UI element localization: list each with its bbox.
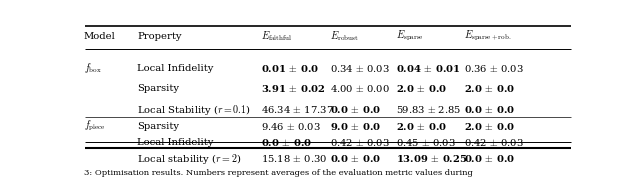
Text: $E_{\mathrm{faithful}}$: $E_{\mathrm{faithful}}$ [261,29,292,43]
Text: 0.0 $\pm$ 0.0: 0.0 $\pm$ 0.0 [465,104,515,115]
Text: 0.36 $\pm$ 0.03: 0.36 $\pm$ 0.03 [465,62,524,74]
Text: Model: Model [84,32,116,41]
Text: 3: Optimisation results. Numbers represent averages of the evaluation metric val: 3: Optimisation results. Numbers represe… [84,169,473,177]
Text: Sparsity: Sparsity [137,122,179,131]
Text: 59.83 $\pm$ 2.85: 59.83 $\pm$ 2.85 [396,104,461,115]
Text: 3.91 $\pm$ 0.02: 3.91 $\pm$ 0.02 [261,83,326,94]
Text: $f_{\mathrm{box}}$: $f_{\mathrm{box}}$ [84,61,102,75]
Text: 15.18 $\pm$ 0.30: 15.18 $\pm$ 0.30 [261,153,327,164]
Text: $E_{\mathrm{sparse+rob.}}$: $E_{\mathrm{sparse+rob.}}$ [465,29,512,43]
Text: Sparsity: Sparsity [137,84,179,93]
Text: 0.0 $\pm$ 0.0: 0.0 $\pm$ 0.0 [330,104,381,115]
Text: 0.04 $\pm$ 0.01: 0.04 $\pm$ 0.01 [396,62,461,74]
Text: $E_{\mathrm{sparse}}$: $E_{\mathrm{sparse}}$ [396,29,424,43]
Text: Property: Property [137,32,182,41]
Text: 2.0 $\pm$ 0.0: 2.0 $\pm$ 0.0 [465,121,515,132]
Text: Local Stability ($r = 0.1$): Local Stability ($r = 0.1$) [137,103,251,117]
Text: 0.0 $\pm$ 0.0: 0.0 $\pm$ 0.0 [261,137,312,148]
Text: $E_{\mathrm{robust}}$: $E_{\mathrm{robust}}$ [330,29,359,43]
Text: Local Infidelity: Local Infidelity [137,64,213,73]
Text: 0.42 $\pm$ 0.03: 0.42 $\pm$ 0.03 [465,137,524,148]
Text: Local Infidelity: Local Infidelity [137,138,213,147]
Text: 0.0 $\pm$ 0.0: 0.0 $\pm$ 0.0 [465,153,515,164]
Text: 0.0 $\pm$ 0.0: 0.0 $\pm$ 0.0 [330,153,381,164]
Text: 0.42 $\pm$ 0.03: 0.42 $\pm$ 0.03 [330,137,390,148]
Text: 0.34 $\pm$ 0.03: 0.34 $\pm$ 0.03 [330,62,390,74]
Text: 9.0 $\pm$ 0.0: 9.0 $\pm$ 0.0 [330,121,381,132]
Text: 0.01 $\pm$ 0.0: 0.01 $\pm$ 0.0 [261,62,319,74]
Text: 2.0 $\pm$ 0.0: 2.0 $\pm$ 0.0 [396,83,447,94]
Text: 9.46 $\pm$ 0.03: 9.46 $\pm$ 0.03 [261,121,321,132]
Text: 2.0 $\pm$ 0.0: 2.0 $\pm$ 0.0 [465,83,515,94]
Text: Local stability ($r = 2$): Local stability ($r = 2$) [137,152,241,166]
Text: 2.0 $\pm$ 0.0: 2.0 $\pm$ 0.0 [396,121,447,132]
Text: 4.00 $\pm$ 0.00: 4.00 $\pm$ 0.00 [330,83,390,94]
Text: $f_{\mathrm{piece}}$: $f_{\mathrm{piece}}$ [84,119,106,133]
Text: 13.09 $\pm$ 0.25: 13.09 $\pm$ 0.25 [396,153,468,164]
Text: 46.34 $\pm$ 17.37: 46.34 $\pm$ 17.37 [261,104,333,115]
Text: 0.45 $\pm$ 0.03: 0.45 $\pm$ 0.03 [396,137,456,148]
